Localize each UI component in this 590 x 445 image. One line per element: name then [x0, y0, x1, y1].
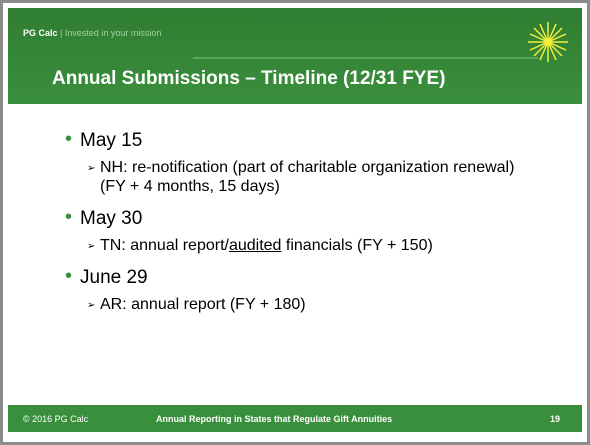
header-band: PG Calc | Invested in your mission Annua…	[8, 8, 582, 104]
bullet-item: • May 30 ➢ TN: annual report/audited financ…	[65, 206, 587, 255]
sub-marker: ➢	[87, 163, 96, 174]
bullet-marker: •	[65, 206, 73, 228]
underlined-text: audited	[228, 237, 282, 254]
page-number: 19	[549, 414, 560, 424]
copyright: © 2016 PG Calc	[23, 414, 89, 424]
decoration	[193, 22, 568, 62]
sub-item: ➢ TN: annual report/audited financials (F…	[87, 236, 540, 255]
bullet-heading: June 29	[80, 267, 148, 288]
sub-item: ➢ AR: annual report (FY + 180)	[87, 295, 540, 314]
bullet-heading: May 15	[80, 130, 143, 151]
bullet-item: • June 29 ➢ AR: annual report (FY + 180)	[65, 265, 587, 314]
brand-line: PG Calc | Invested in your mission	[23, 28, 161, 38]
sub-text: financials (FY + 150)	[281, 237, 433, 254]
separator: |	[60, 28, 63, 38]
bullet-marker: •	[65, 128, 73, 150]
bullet-marker: •	[65, 265, 73, 287]
tagline: Invested in your mission	[64, 28, 162, 38]
sub-text: AR: annual report (FY + 180)	[100, 296, 306, 313]
footer-band: © 2016 PG Calc Annual Reporting in State…	[8, 405, 582, 432]
sub-marker: ➢	[87, 300, 96, 311]
sub-marker: ➢	[87, 241, 96, 252]
footer-title: Annual Reporting in States that Regulate…	[156, 414, 393, 424]
slide-title: Annual Submissions – Timeline (12/31 FYE…	[52, 68, 446, 89]
sub-text: NH: re-notification (part of charitable …	[100, 159, 515, 195]
starburst	[528, 22, 568, 62]
bullet-list: • May 15 ➢ NH: re-notification (part of cha…	[3, 128, 587, 324]
sub-text: TN: annual report/	[100, 237, 229, 254]
brand: PG Calc	[23, 28, 58, 38]
sub-item: ➢ NH: re-notification (part of charitable…	[87, 158, 540, 196]
bullet-heading: May 30	[80, 208, 143, 229]
slide: PG Calc | Invested in your mission Annua…	[3, 3, 587, 442]
bullet-item: • May 15 ➢ NH: re-notification (part of cha…	[65, 128, 587, 196]
